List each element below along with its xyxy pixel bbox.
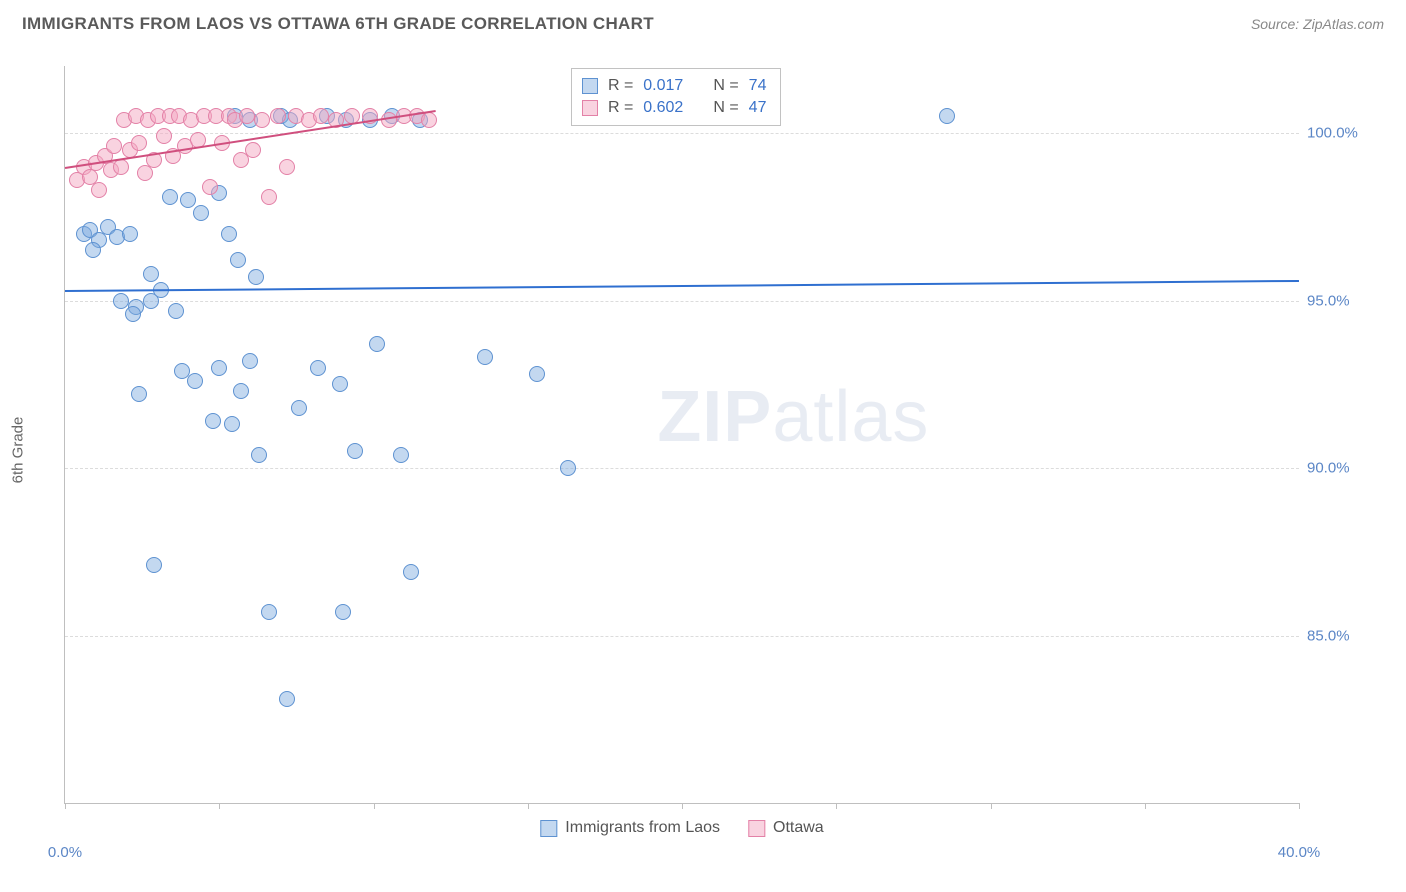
y-tick-label: 90.0% [1307, 460, 1377, 477]
corr-row-ottawa: R = 0.602 N = 47 [582, 97, 767, 119]
scatter-point [279, 691, 295, 707]
scatter-point [202, 179, 218, 195]
legend-item-ottawa: Ottawa [748, 819, 824, 837]
chart-header: IMMIGRANTS FROM LAOS VS OTTAWA 6TH GRADE… [0, 0, 1406, 42]
r-value-ottawa: 0.602 [643, 99, 683, 117]
scatter-point [233, 383, 249, 399]
grid-line [65, 301, 1299, 302]
scatter-point [168, 303, 184, 319]
scatter-point [248, 269, 264, 285]
scatter-point [939, 108, 955, 124]
corr-swatch-laos [582, 78, 598, 94]
legend-swatch-laos [540, 820, 557, 837]
scatter-point [477, 349, 493, 365]
scatter-point [146, 557, 162, 573]
x-tick [1299, 803, 1300, 809]
r-value-laos: 0.017 [643, 77, 683, 95]
grid-line [65, 468, 1299, 469]
scatter-point [270, 108, 286, 124]
scatter-point [254, 112, 270, 128]
scatter-point [162, 189, 178, 205]
scatter-point [131, 386, 147, 402]
n-value-laos: 74 [749, 77, 767, 95]
grid-line [65, 636, 1299, 637]
scatter-point [369, 336, 385, 352]
x-tick [65, 803, 66, 809]
scatter-point [106, 138, 122, 154]
x-tick-label: 0.0% [48, 844, 82, 861]
scatter-point [143, 266, 159, 282]
watermark-bold: ZIP [657, 377, 772, 457]
scatter-point [261, 604, 277, 620]
legend: Immigrants from Laos Ottawa [540, 819, 823, 837]
scatter-point [85, 242, 101, 258]
corr-row-laos: R = 0.017 N = 74 [582, 75, 767, 97]
scatter-point [251, 447, 267, 463]
scatter-point [224, 416, 240, 432]
scatter-point [131, 135, 147, 151]
scatter-point [560, 460, 576, 476]
scatter-point [313, 108, 329, 124]
x-tick [528, 803, 529, 809]
r-label: R = [608, 77, 633, 95]
correlation-box: R = 0.017 N = 74 R = 0.602 N = 47 [571, 68, 782, 126]
scatter-point [347, 443, 363, 459]
x-tick [374, 803, 375, 809]
n-label: N = [713, 77, 738, 95]
scatter-point [279, 159, 295, 175]
x-tick [219, 803, 220, 809]
source-label: Source: ZipAtlas.com [1251, 16, 1384, 32]
x-tick [1145, 803, 1146, 809]
scatter-point [332, 376, 348, 392]
scatter-point [393, 447, 409, 463]
scatter-point [174, 363, 190, 379]
scatter-point [91, 182, 107, 198]
scatter-point [261, 189, 277, 205]
scatter-point [187, 373, 203, 389]
y-tick-label: 100.0% [1307, 125, 1377, 142]
scatter-point [125, 306, 141, 322]
corr-swatch-ottawa [582, 100, 598, 116]
x-tick [682, 803, 683, 809]
scatter-point [310, 360, 326, 376]
chart-title: IMMIGRANTS FROM LAOS VS OTTAWA 6TH GRADE… [22, 14, 654, 34]
y-tick-label: 95.0% [1307, 292, 1377, 309]
watermark-light: atlas [772, 377, 929, 457]
y-axis-label: 6th Grade [10, 417, 27, 484]
scatter-point [529, 366, 545, 382]
r-label: R = [608, 99, 633, 117]
scatter-point [403, 564, 419, 580]
scatter-point [211, 360, 227, 376]
legend-swatch-ottawa [748, 820, 765, 837]
legend-label-laos: Immigrants from Laos [565, 819, 720, 837]
scatter-point [221, 226, 237, 242]
chart-container: 6th Grade ZIPatlas R = 0.017 N = 74 R = … [22, 48, 1384, 852]
x-tick-label: 40.0% [1278, 844, 1321, 861]
scatter-point [291, 400, 307, 416]
scatter-point [239, 108, 255, 124]
scatter-point [335, 604, 351, 620]
x-tick [836, 803, 837, 809]
watermark: ZIPatlas [657, 376, 929, 458]
grid-line [65, 133, 1299, 134]
n-value-ottawa: 47 [749, 99, 767, 117]
scatter-point [113, 293, 129, 309]
scatter-point [245, 142, 261, 158]
scatter-point [156, 128, 172, 144]
scatter-point [137, 165, 153, 181]
scatter-point [122, 226, 138, 242]
scatter-point [205, 413, 221, 429]
scatter-point [193, 205, 209, 221]
y-tick-label: 85.0% [1307, 627, 1377, 644]
legend-label-ottawa: Ottawa [773, 819, 824, 837]
scatter-point [180, 192, 196, 208]
scatter-point [421, 112, 437, 128]
x-tick [991, 803, 992, 809]
scatter-point [230, 252, 246, 268]
legend-item-laos: Immigrants from Laos [540, 819, 720, 837]
scatter-point [242, 353, 258, 369]
plot-area: ZIPatlas R = 0.017 N = 74 R = 0.602 N = … [64, 66, 1299, 804]
n-label: N = [713, 99, 738, 117]
